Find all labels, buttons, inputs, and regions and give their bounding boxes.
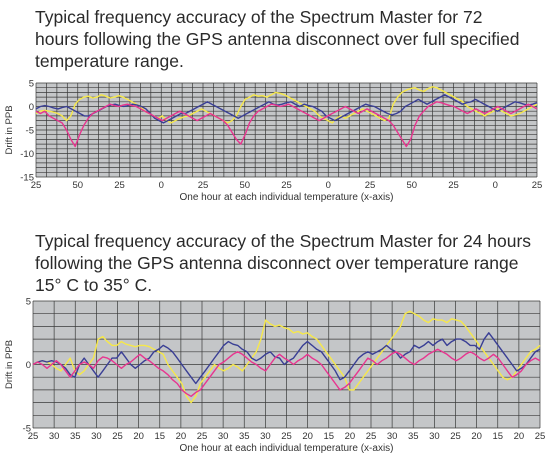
x-tick-label: 25 xyxy=(532,180,543,191)
x-tick-label: 50 xyxy=(239,180,250,191)
x-tick-label: 25 xyxy=(197,431,208,442)
x-tick-label: 15 xyxy=(492,431,503,442)
x-tick-label: 25 xyxy=(450,431,461,442)
y-axis-label: Drift in PPB xyxy=(4,340,15,389)
y-tick-label: -5 xyxy=(23,424,31,435)
x-tick-label: 0 xyxy=(159,180,164,191)
y-tick-label: 0 xyxy=(29,102,34,113)
x-axis-label: One hour at each individual temperature … xyxy=(180,192,394,203)
gridlines xyxy=(35,82,538,178)
x-tick-label: 30 xyxy=(218,431,229,442)
x-tick-label: 30 xyxy=(387,431,398,442)
x-tick-label: 20 xyxy=(133,431,144,442)
x-tick-label: 25 xyxy=(31,180,42,191)
x-tick-label: 25 xyxy=(281,180,292,191)
x-tick-label: 35 xyxy=(239,431,250,442)
x-tick-label: 20 xyxy=(345,431,356,442)
x-tick-label: 30 xyxy=(91,431,102,442)
x-tick-label: 25 xyxy=(114,180,125,191)
chart-bottom: 25 30 35 30 25 20 15 20 25 30 35 30 25 20 15 20 25 30 35 30… xyxy=(4,297,546,455)
series-line-3 xyxy=(35,101,538,148)
x-tick-label: 20 xyxy=(514,431,525,442)
x-tick-label: 0 xyxy=(326,180,331,191)
x-tick-label: 30 xyxy=(429,431,440,442)
y-tick-label: -15 xyxy=(20,173,34,184)
series-line-1 xyxy=(32,310,541,404)
x-tick-label: 35 xyxy=(408,431,419,442)
x-tick-label: 35 xyxy=(70,431,81,442)
x-tick-label: 25 xyxy=(112,431,123,442)
y-tick-label: 5 xyxy=(26,297,31,308)
x-tick-label: 25 xyxy=(281,431,292,442)
x-tick-label: 20 xyxy=(176,431,187,442)
x-tick-label: 30 xyxy=(260,431,271,442)
x-tick-label: 15 xyxy=(323,431,334,442)
x-axis-label: One hour at each individual temperature … xyxy=(180,443,394,454)
y-tick-label: 0 xyxy=(26,360,31,371)
y-axis-label: Drift in PPB xyxy=(4,105,15,154)
x-tick-label: 25 xyxy=(535,431,546,442)
chart-title-top: Typical frequency accuracy of the Spectr… xyxy=(35,7,520,71)
x-tick-label: 25 xyxy=(28,431,39,442)
x-tick-label: 50 xyxy=(406,180,417,191)
x-tick-label: 20 xyxy=(302,431,313,442)
x-tick-label: 25 xyxy=(448,180,459,191)
y-tick-label: -10 xyxy=(20,149,34,160)
x-tick-label: 0 xyxy=(493,180,498,191)
x-tick-label: 25 xyxy=(366,431,377,442)
x-tick-label: 25 xyxy=(365,180,376,191)
y-tick-label: -5 xyxy=(26,126,34,137)
x-tick-label: 30 xyxy=(49,431,60,442)
x-tick-label: 20 xyxy=(471,431,482,442)
series-line-2 xyxy=(32,332,541,385)
series-line-3 xyxy=(32,348,541,398)
series-line-1 xyxy=(35,86,538,124)
x-tick-label: 15 xyxy=(154,431,165,442)
x-tick-label: 50 xyxy=(72,180,83,191)
chart-title-bottom: Typical frequency accuracy of the Spectr… xyxy=(35,231,532,295)
y-tick-label: 5 xyxy=(29,79,34,90)
x-tick-label: 25 xyxy=(198,180,209,191)
